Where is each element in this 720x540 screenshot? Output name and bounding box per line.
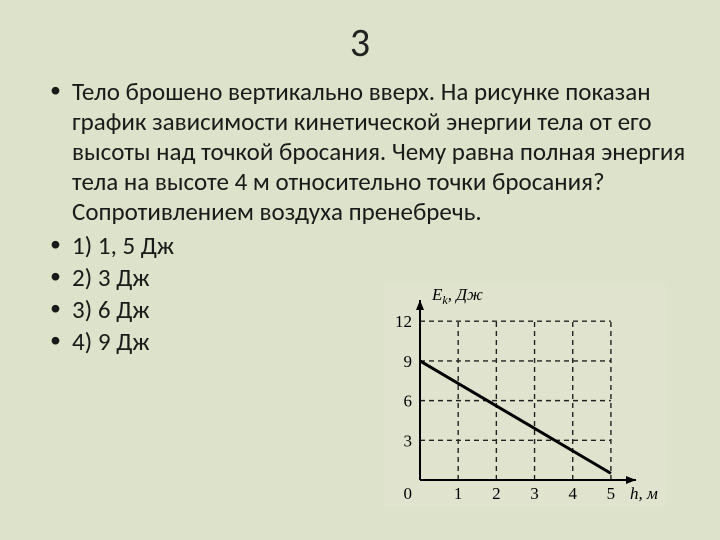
svg-text:3: 3 [530,484,539,503]
svg-text:4: 4 [568,484,577,503]
energy-chart: 12345369120Ek, Джh, м [380,280,670,510]
svg-text:h, м: h, м [630,484,658,503]
svg-text:6: 6 [404,392,413,411]
svg-text:0: 0 [404,484,413,503]
svg-text:Ek, Дж: Ek, Дж [431,285,483,307]
answer-option-1: 1) 1, 5 Дж [50,231,690,261]
problem-text: Тело брошено вертикально вверх. На рисун… [50,77,690,227]
svg-text:5: 5 [607,484,616,503]
svg-text:3: 3 [404,431,413,450]
slide-title: 3 [0,0,720,77]
svg-text:2: 2 [492,484,501,503]
svg-text:9: 9 [404,352,413,371]
svg-text:1: 1 [454,484,463,503]
svg-text:12: 12 [395,312,412,331]
